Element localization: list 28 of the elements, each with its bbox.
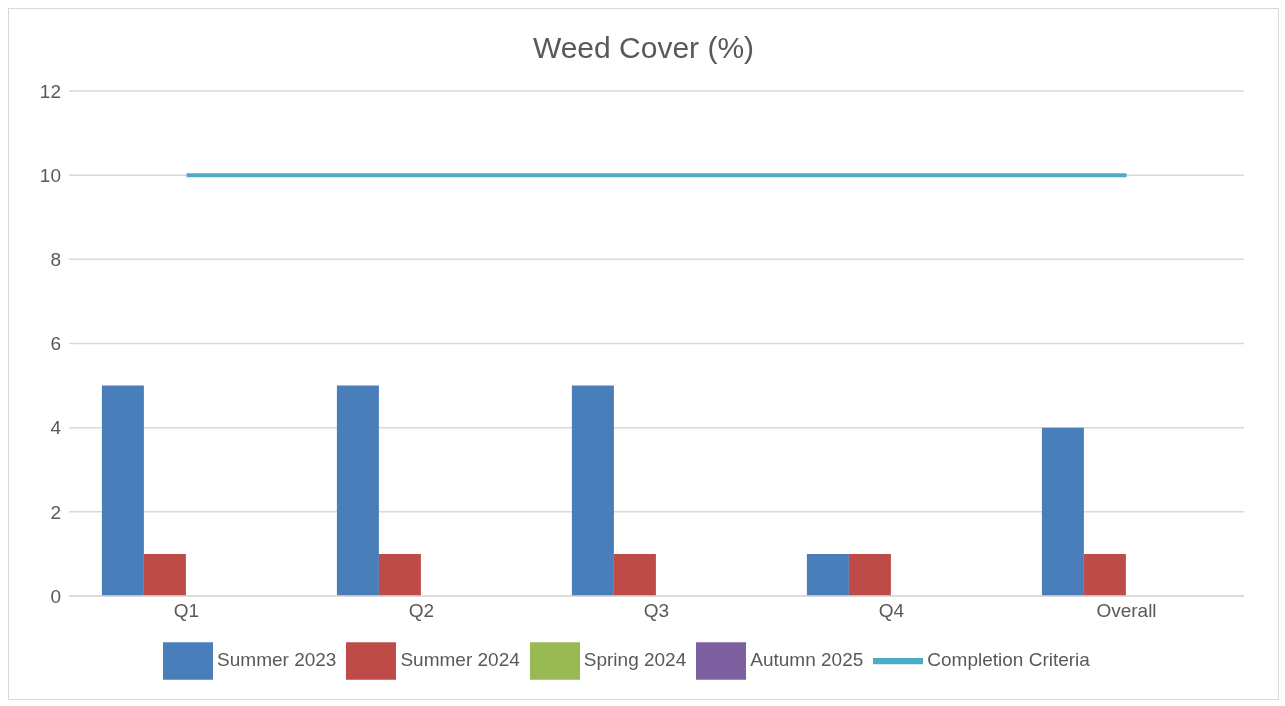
bar <box>571 385 614 596</box>
x-tick-label: Q2 <box>408 600 435 622</box>
chart-title: Weed Cover (%) <box>531 30 756 66</box>
bar <box>378 553 421 596</box>
x-tick-label: Q3 <box>643 600 670 622</box>
y-tick-label: 6 <box>50 333 61 355</box>
bar <box>101 385 144 596</box>
bar <box>613 553 656 596</box>
y-tick-label: 0 <box>50 585 61 607</box>
bar <box>143 553 186 596</box>
bar <box>806 553 849 596</box>
y-tick-label: 4 <box>50 417 62 439</box>
legend-label: Summer 2024 <box>400 649 520 671</box>
y-tick-label: 10 <box>39 164 61 186</box>
x-tick-label: Q1 <box>173 600 200 622</box>
bar <box>1041 427 1084 596</box>
bar <box>848 553 891 596</box>
legend-label: Autumn 2025 <box>750 649 864 671</box>
x-tick-label: Overall <box>1096 600 1157 622</box>
legend-label: Completion Criteria <box>927 649 1090 671</box>
y-tick-label: 8 <box>50 249 61 271</box>
y-tick-label: 2 <box>50 501 61 523</box>
x-tick-label: Q4 <box>878 600 905 622</box>
legend-label: Spring 2024 <box>583 649 687 671</box>
y-tick-label: 12 <box>39 80 61 102</box>
bar <box>336 385 379 596</box>
bar <box>1083 553 1126 596</box>
legend-label: Summer 2023 <box>217 649 337 671</box>
